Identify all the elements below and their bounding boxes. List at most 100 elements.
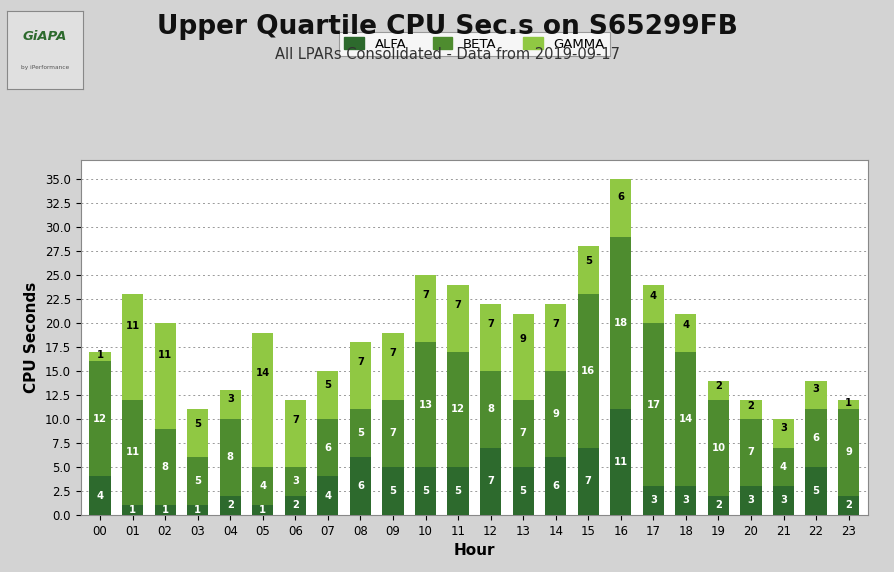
Bar bbox=[219, 419, 240, 495]
Text: 4: 4 bbox=[681, 320, 688, 330]
Text: 5: 5 bbox=[454, 486, 461, 496]
Text: 2: 2 bbox=[844, 500, 851, 510]
Bar bbox=[544, 457, 566, 515]
Text: 1: 1 bbox=[844, 398, 851, 408]
Bar bbox=[675, 352, 696, 486]
Text: 3: 3 bbox=[226, 394, 233, 404]
Bar bbox=[415, 467, 435, 515]
Text: 3: 3 bbox=[291, 476, 299, 486]
Text: 8: 8 bbox=[162, 462, 168, 472]
Text: 7: 7 bbox=[389, 348, 396, 358]
Text: 9: 9 bbox=[844, 447, 851, 458]
Text: 11: 11 bbox=[613, 457, 628, 467]
Text: All LPARs Consolidated - Data from 2019-09-17: All LPARs Consolidated - Data from 2019-… bbox=[274, 47, 620, 62]
Text: 14: 14 bbox=[678, 414, 692, 424]
Text: 1: 1 bbox=[129, 505, 136, 515]
Text: 3: 3 bbox=[649, 495, 656, 506]
X-axis label: Hour: Hour bbox=[453, 543, 494, 558]
Bar bbox=[187, 410, 208, 457]
Bar bbox=[155, 505, 175, 515]
Bar bbox=[772, 448, 793, 486]
Text: 7: 7 bbox=[552, 319, 559, 329]
Text: 4: 4 bbox=[97, 491, 104, 500]
Bar bbox=[512, 313, 533, 400]
Text: 1: 1 bbox=[162, 505, 169, 515]
Bar bbox=[675, 486, 696, 515]
Bar bbox=[707, 400, 729, 495]
Bar bbox=[805, 467, 826, 515]
Bar bbox=[187, 457, 208, 505]
Bar bbox=[415, 275, 435, 342]
Text: 6: 6 bbox=[812, 433, 819, 443]
Text: 7: 7 bbox=[584, 476, 591, 486]
Text: 16: 16 bbox=[580, 366, 595, 376]
Bar bbox=[772, 486, 793, 515]
Text: 3: 3 bbox=[780, 495, 786, 506]
Text: 5: 5 bbox=[194, 476, 201, 486]
Bar bbox=[479, 304, 501, 371]
Text: 7: 7 bbox=[454, 300, 461, 310]
Bar bbox=[837, 400, 858, 410]
Bar bbox=[707, 495, 729, 515]
Text: 10: 10 bbox=[711, 443, 725, 452]
Bar bbox=[122, 400, 143, 505]
Text: 8: 8 bbox=[226, 452, 233, 462]
Text: 4: 4 bbox=[649, 291, 656, 301]
Bar bbox=[219, 495, 240, 515]
Text: 7: 7 bbox=[422, 291, 428, 300]
Bar bbox=[479, 448, 501, 515]
Text: 6: 6 bbox=[552, 481, 559, 491]
Bar bbox=[447, 285, 468, 352]
Bar bbox=[284, 467, 306, 495]
Bar bbox=[89, 352, 111, 362]
Text: 2: 2 bbox=[746, 400, 754, 411]
Bar bbox=[610, 237, 630, 410]
Bar bbox=[252, 333, 273, 467]
Bar bbox=[317, 371, 338, 419]
Text: 1: 1 bbox=[194, 505, 201, 515]
Text: 2: 2 bbox=[291, 500, 299, 510]
Text: 9: 9 bbox=[519, 335, 526, 344]
Text: GiAPA: GiAPA bbox=[23, 30, 67, 43]
Text: 4: 4 bbox=[779, 462, 786, 472]
Text: 11: 11 bbox=[158, 349, 173, 360]
Bar bbox=[350, 410, 371, 457]
Bar bbox=[577, 295, 598, 448]
Text: 7: 7 bbox=[746, 447, 754, 458]
Bar bbox=[317, 419, 338, 476]
Text: 3: 3 bbox=[746, 495, 754, 506]
Bar bbox=[447, 352, 468, 467]
Text: 7: 7 bbox=[519, 428, 526, 438]
Text: 6: 6 bbox=[617, 192, 624, 201]
Text: 2: 2 bbox=[226, 500, 233, 510]
Text: 7: 7 bbox=[291, 415, 299, 425]
Text: 5: 5 bbox=[324, 380, 331, 391]
Text: 5: 5 bbox=[519, 486, 526, 496]
Text: 17: 17 bbox=[645, 400, 660, 410]
Bar bbox=[317, 476, 338, 515]
Text: 7: 7 bbox=[389, 428, 396, 438]
Bar bbox=[772, 419, 793, 448]
Bar bbox=[122, 295, 143, 400]
Bar bbox=[739, 486, 761, 515]
Bar bbox=[512, 400, 533, 467]
Text: 11: 11 bbox=[125, 321, 139, 331]
Text: 12: 12 bbox=[451, 404, 465, 414]
Bar bbox=[252, 505, 273, 515]
Bar bbox=[544, 304, 566, 371]
Bar bbox=[89, 476, 111, 515]
Text: 1: 1 bbox=[259, 505, 266, 515]
Bar bbox=[837, 410, 858, 495]
Bar bbox=[642, 285, 663, 323]
Text: 8: 8 bbox=[486, 404, 493, 414]
Bar bbox=[707, 380, 729, 400]
Text: 5: 5 bbox=[422, 486, 428, 496]
Bar bbox=[610, 410, 630, 515]
Bar bbox=[577, 448, 598, 515]
Text: 3: 3 bbox=[812, 384, 819, 394]
Bar bbox=[642, 486, 663, 515]
Y-axis label: CPU Seconds: CPU Seconds bbox=[24, 282, 39, 393]
Text: 7: 7 bbox=[486, 319, 493, 329]
Text: 11: 11 bbox=[125, 447, 139, 458]
Text: by iPerformance: by iPerformance bbox=[21, 65, 69, 70]
